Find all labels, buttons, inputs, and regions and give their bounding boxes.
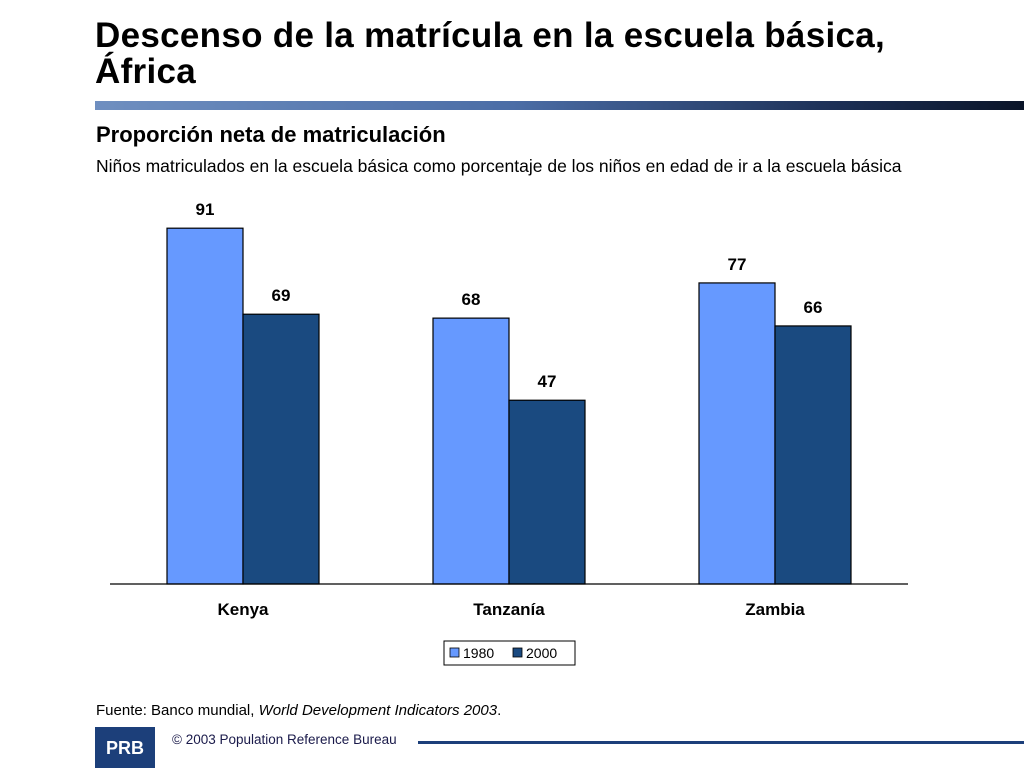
source-publication: World Development Indicators 2003 — [258, 702, 498, 719]
footer-copyright: © 2003 Population Reference Bureau — [172, 732, 397, 747]
chart-subtitle: Proporción neta de matriculación — [96, 122, 446, 147]
prb-logo-text: PRB — [106, 738, 144, 758]
source-note: Fuente: Banco mundial, World Development… — [96, 702, 501, 719]
bar-chart: 91 69 Kenya 68 47 Tanzanía 77 66 Zambia 1980 2000 — [110, 200, 908, 666]
x-tick-label: Zambia — [745, 600, 805, 619]
legend-swatch-2000 — [512, 647, 523, 658]
bar-zambia-2000 — [774, 325, 852, 585]
footer-line — [418, 741, 1024, 744]
chart-description: Niños matriculados en la escuela básica … — [96, 156, 902, 176]
bar-kenya-1980 — [166, 227, 244, 585]
bar-tanzanía-1980 — [432, 317, 510, 585]
prb-logo: PRB — [95, 727, 155, 768]
page-title: Descenso de la matrícula en la escuela b… — [95, 16, 886, 91]
x-tick-label: Kenya — [217, 600, 269, 619]
legend-swatch-1980 — [449, 647, 460, 658]
legend: 1980 2000 — [443, 640, 576, 666]
source-prefix: Fuente: Banco mundial, — [96, 702, 259, 719]
data-label: 47 — [538, 372, 557, 391]
bar-tanzanía-2000 — [508, 399, 586, 585]
source-suffix: . — [497, 702, 502, 719]
bar-zambia-1980 — [698, 282, 776, 585]
legend-box — [443, 640, 576, 666]
data-label: 77 — [728, 255, 747, 274]
data-label: 66 — [804, 298, 823, 317]
legend-label-2000: 2000 — [526, 645, 557, 661]
data-label: 68 — [462, 290, 481, 309]
data-label: 91 — [196, 200, 215, 219]
x-tick-label: Tanzanía — [473, 600, 545, 619]
bar-kenya-2000 — [242, 313, 320, 585]
title-rule — [95, 101, 1024, 110]
legend-label-1980: 1980 — [463, 645, 494, 661]
data-label: 69 — [272, 286, 291, 305]
